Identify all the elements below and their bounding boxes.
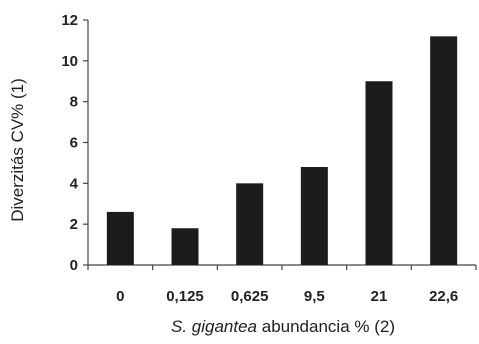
bar xyxy=(171,228,199,265)
y-tick-labels: 0 2 4 6 8 10 12 xyxy=(61,12,78,274)
bar xyxy=(365,81,393,265)
x-tick-label: 22,6 xyxy=(429,288,458,305)
bar xyxy=(236,183,264,265)
y-axis-title: Diverzitás CV% (1) xyxy=(8,78,27,222)
bar xyxy=(430,36,458,266)
x-tick-label: 0 xyxy=(116,288,124,305)
x-tick-labels: 0 0,125 0,625 9,5 21 22,6 xyxy=(116,288,458,305)
y-tick-label: 0 xyxy=(70,257,78,274)
x-tick-label: 21 xyxy=(371,288,388,305)
bars xyxy=(106,36,458,266)
x-axis-title: S. gigantea abundancia % (2) xyxy=(171,317,395,336)
x-axis-title-rest: abundancia % (2) xyxy=(257,317,395,336)
y-tick-label: 6 xyxy=(70,135,78,152)
bar xyxy=(300,167,328,265)
y-tick-label: 2 xyxy=(70,216,78,233)
y-tick-label: 10 xyxy=(61,53,78,70)
y-axis xyxy=(83,19,89,266)
y-tick-label: 4 xyxy=(70,175,79,192)
bar xyxy=(106,211,134,265)
y-tick-label: 12 xyxy=(61,12,78,29)
x-tick-label: 0,125 xyxy=(166,288,204,305)
x-tick-label: 9,5 xyxy=(304,288,325,305)
y-tick-label: 8 xyxy=(70,94,78,111)
x-axis xyxy=(87,264,477,270)
x-axis-title-species: S. gigantea xyxy=(171,317,257,336)
x-tick-label: 0,625 xyxy=(231,288,269,305)
